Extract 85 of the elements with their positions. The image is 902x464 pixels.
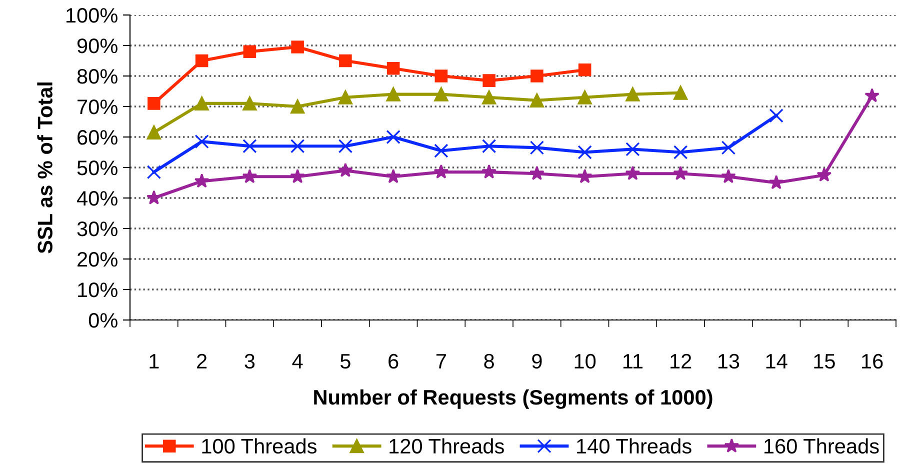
x-tick-label: 10 [574,354,596,369]
x-tick-label: 14 [766,354,788,368]
point [578,145,592,160]
point [290,139,305,154]
point [530,70,544,82]
point [339,54,352,68]
y-tick-label: 40% [76,191,118,206]
point [625,166,640,180]
point [146,190,162,204]
y-tick-label: 70% [78,100,118,114]
x-tick-label: 1 [150,354,159,368]
x-tick-label: 2 [197,354,207,368]
point [434,87,448,102]
x-tick-label: 3 [244,354,255,369]
point [482,90,496,104]
point [194,173,210,188]
x-tick-label: 6 [388,354,398,369]
point [338,139,353,154]
point [291,40,304,54]
point [721,140,736,155]
point [434,144,448,158]
y-tick-label: 80% [77,69,118,84]
y-tick-label: 60% [78,130,118,145]
y-axis-title: SSL as % of Total [37,82,52,254]
point [768,174,784,190]
point [290,168,305,184]
point [816,167,832,182]
point [626,87,640,102]
point [434,70,448,82]
x-tick-label: 12 [670,354,692,368]
point [242,96,257,111]
point [673,86,688,100]
point [148,97,160,110]
point [242,168,258,184]
point [769,108,784,123]
point [434,164,449,179]
point [146,125,162,140]
x-tick-label: 16 [862,354,883,369]
point [482,74,496,87]
x-axis-title: Number of Requests (Segments of 1000) [314,389,712,409]
point [577,168,592,184]
point [338,162,353,178]
point [386,168,401,184]
point [721,168,736,184]
point [530,140,544,155]
point [673,145,688,160]
x-tick-label: 5 [340,354,350,369]
point [290,99,305,114]
legend-label: 100 Threads [202,438,316,454]
point [242,139,257,154]
legend-label: 140 Threads [577,438,692,454]
point [243,45,256,58]
y-tick-label: 30% [77,222,118,236]
point [673,166,688,180]
y-tick-label: 50% [77,160,118,176]
y-tick-label: 100% [66,8,118,23]
point [530,166,544,180]
point [482,139,496,154]
point [578,90,592,104]
x-tick-label: 13 [718,354,740,369]
point [386,87,400,102]
y-tick-label: 10% [78,282,118,298]
x-tick-label: 7 [436,354,446,368]
y-tick-label: 90% [77,38,118,54]
point [338,90,353,104]
point [578,64,592,76]
x-tick-label: 4 [292,354,303,368]
point [530,93,544,108]
point [194,134,209,149]
y-tick-label: 20% [78,252,118,267]
point [482,164,496,179]
legend-label: 120 Threads [390,438,504,454]
x-tick-label: 11 [623,354,642,368]
point [626,142,640,156]
point [386,62,400,75]
legend-label: 160 Threads [764,438,879,454]
point [194,96,209,111]
point [864,88,880,102]
point [195,54,208,68]
point [386,130,400,144]
y-tick-label: 0% [88,313,118,328]
point [146,164,162,180]
x-tick-label: 8 [484,354,494,369]
x-tick-label: 15 [814,354,835,369]
x-tick-label: 9 [532,354,542,369]
